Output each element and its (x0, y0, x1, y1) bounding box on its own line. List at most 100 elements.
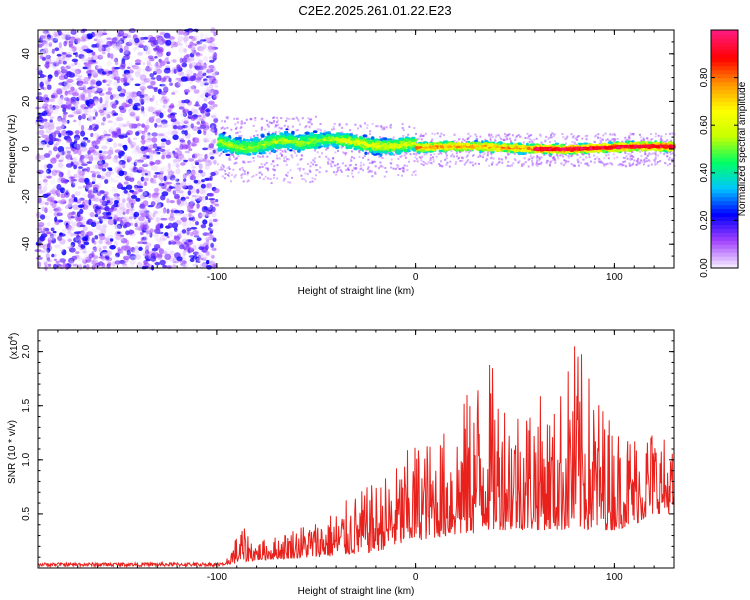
halo-cell (269, 178, 272, 180)
noise-cell (152, 143, 158, 149)
halo-cell (656, 162, 659, 165)
noise-cell (115, 85, 122, 90)
noise-cell (97, 104, 101, 110)
halo-cell (265, 119, 268, 122)
noise-cell (156, 124, 162, 128)
halo-cell (671, 158, 674, 161)
halo-cell (660, 135, 663, 138)
noise-cell (184, 129, 188, 136)
noise-cell (143, 259, 148, 265)
noise-cell (196, 202, 200, 209)
halo-cell (402, 135, 405, 137)
halo-cell (279, 127, 282, 130)
noise-cell (103, 109, 109, 116)
noise-cell (99, 54, 105, 58)
halo-cell (300, 174, 303, 177)
halo-cell (408, 125, 411, 128)
noise-cell (43, 42, 50, 46)
noise-cell (130, 255, 137, 261)
halo-cell (654, 153, 657, 156)
noise-cell (82, 33, 88, 40)
halo-cell (276, 177, 279, 180)
noise-cell (85, 58, 90, 64)
noise-cell (201, 179, 205, 183)
halo-cell (562, 164, 565, 167)
noise-cell (126, 156, 132, 163)
noise-cell (138, 105, 143, 110)
halo-cell (527, 165, 530, 168)
noise-cell (51, 202, 57, 209)
noise-cell (73, 231, 81, 235)
noise-cell (173, 158, 180, 165)
noise-cell (71, 157, 78, 162)
noise-cell (133, 247, 140, 254)
noise-cell (140, 237, 144, 242)
noise-cell (135, 197, 141, 202)
halo-cell (545, 135, 548, 138)
noise-cell (46, 231, 52, 235)
halo-cell (373, 160, 376, 163)
noise-cell (89, 89, 97, 93)
halo-cell (432, 156, 434, 159)
noise-cell (154, 152, 159, 157)
noise-cell (201, 80, 206, 87)
halo-cell (286, 174, 289, 177)
halo-cell (401, 127, 404, 130)
halo-cell (609, 162, 612, 165)
halo-cell (450, 150, 453, 153)
halo-cell (351, 150, 353, 153)
noise-cell (53, 38, 59, 42)
halo-cell (281, 150, 284, 153)
noise-cell (79, 50, 87, 55)
noise-cell (159, 148, 166, 152)
noise-cell (94, 98, 99, 104)
halo-cell (528, 141, 531, 143)
halo-cell (239, 168, 241, 171)
halo-cell (650, 163, 653, 166)
noise-cell (149, 36, 156, 43)
noise-cell (51, 59, 59, 64)
halo-cell (559, 154, 562, 157)
halo-cell (260, 118, 263, 121)
halo-cell (337, 149, 339, 152)
halo-cell (230, 180, 232, 183)
halo-cell (607, 157, 610, 160)
halo-cell (564, 162, 567, 165)
noise-cell (75, 251, 80, 255)
noise-cell (62, 119, 69, 125)
halo-cell (368, 170, 371, 173)
noise-cell (122, 73, 126, 77)
noise-cell (63, 146, 70, 150)
noise-cell (134, 37, 140, 44)
noise-cell (121, 163, 128, 168)
noise-cell (47, 76, 52, 82)
noise-cell (43, 74, 47, 78)
halo-cell (588, 156, 591, 159)
halo-cell (632, 156, 635, 158)
halo-cell (548, 141, 551, 144)
noise-cell (95, 80, 102, 87)
noise-cell (86, 231, 94, 237)
noise-cell (154, 196, 161, 203)
halo-cell (369, 130, 372, 133)
halo-cell (602, 163, 605, 166)
halo-cell (407, 133, 410, 136)
halo-cell (443, 134, 445, 137)
noise-cell (91, 123, 97, 127)
noise-cell (110, 53, 114, 59)
noise-cell (152, 194, 156, 198)
noise-cell (48, 42, 53, 47)
halo-cell (524, 137, 527, 139)
halo-cell (595, 134, 597, 137)
halo-cell (469, 135, 472, 138)
halo-cell (639, 150, 642, 153)
noise-cell (126, 201, 132, 209)
noise-cell (141, 123, 146, 128)
noise-cell (99, 44, 103, 50)
halo-cell (357, 127, 360, 130)
halo-cell (629, 132, 632, 135)
noise-cell (113, 240, 119, 247)
halo-cell (593, 154, 596, 157)
noise-cell (181, 62, 188, 68)
halo-cell (490, 134, 493, 137)
